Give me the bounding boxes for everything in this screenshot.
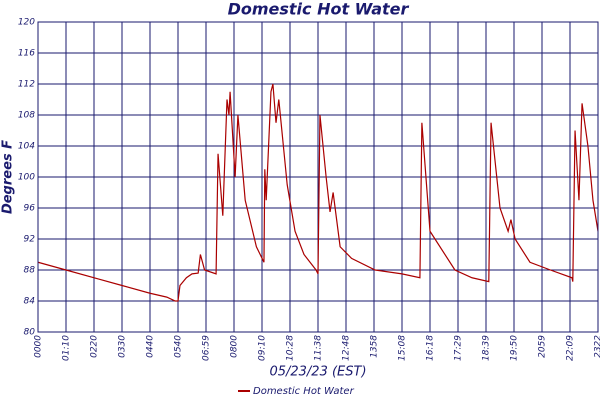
x-tick-label: 01:10 (62, 335, 72, 361)
x-tick-label: 1358 (370, 335, 380, 358)
y-tick-label: 84 (24, 297, 36, 307)
y-tick-label: 96 (24, 204, 36, 214)
x-tick-label: 0220 (90, 335, 100, 358)
x-tick-label: 2322 (594, 335, 600, 358)
x-tick-label: 0440 (146, 335, 156, 358)
x-tick-label: 15:08 (398, 335, 408, 361)
chart-title: Domestic Hot Water (228, 0, 410, 19)
x-tick-label: 06:59 (202, 335, 212, 361)
y-axis-label: Degrees F (1, 140, 16, 214)
y-tick-label: 108 (18, 111, 35, 121)
plot-frame (37, 21, 599, 333)
x-tick-label: 18:39 (482, 335, 492, 361)
x-axis-label: 05/23/23 (EST) (269, 365, 366, 380)
x-tick-label: 0540 (174, 335, 184, 358)
x-tick-label: 10:28 (286, 335, 296, 361)
y-tick-label: 80 (24, 328, 36, 338)
x-tick-label: 17:29 (454, 335, 464, 361)
x-tick-label: 16:18 (426, 335, 436, 361)
x-tick-label: 11:38 (314, 335, 324, 361)
y-tick-label: 88 (24, 266, 36, 276)
x-tick-label: 19:50 (510, 335, 520, 361)
y-tick-label: 104 (18, 142, 35, 152)
y-tick-label: 100 (18, 173, 35, 183)
x-tick-label: 0000 (34, 335, 44, 358)
x-tick-label: 0800 (230, 335, 240, 358)
x-tick-label: 09:10 (258, 335, 268, 361)
y-tick-label: 120 (18, 18, 35, 28)
x-tick-label: 12:48 (342, 335, 352, 361)
x-tick-label: 0330 (118, 335, 128, 358)
y-tick-label: 112 (18, 80, 35, 90)
data-line (37, 83, 599, 302)
x-tick-label: 2059 (538, 335, 548, 358)
legend-label: Domestic Hot Water (253, 386, 355, 397)
x-tick-label: 22:09 (566, 335, 576, 361)
y-tick-label: 92 (24, 235, 36, 245)
y-tick-label: 116 (18, 49, 35, 59)
